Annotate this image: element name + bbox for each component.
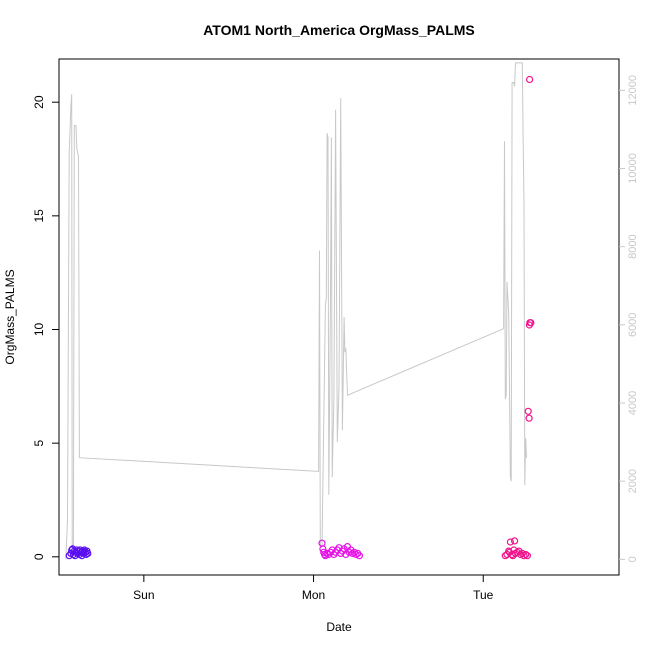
data-point <box>501 552 509 560</box>
data-point <box>527 319 535 327</box>
data-point <box>525 75 534 84</box>
chart-title: ATOM1 North_America OrgMass_PALMS <box>203 22 475 38</box>
right-tick-label: 6000 <box>627 313 639 337</box>
data-point <box>510 537 519 545</box>
data-point <box>355 552 363 560</box>
y-tick-label: 15 <box>32 209 46 223</box>
x-tick-label: Sun <box>133 588 154 602</box>
y-tick-label: 10 <box>32 323 46 337</box>
y-axis: 0 5 10 15 20 <box>32 95 59 560</box>
y-tick-label: 5 <box>32 440 46 447</box>
data-point <box>506 538 514 546</box>
right-tick-label: 10000 <box>627 153 639 184</box>
series-line-3 <box>65 62 527 560</box>
plot-lines <box>65 62 527 560</box>
right-tick-label: 0 <box>627 556 639 562</box>
right-tick-label: 4000 <box>627 391 639 415</box>
y-axis-label: OrgMass_PALMS <box>3 269 17 364</box>
right-tick-label: 2000 <box>627 469 639 493</box>
x-axis-label: Date <box>326 620 352 634</box>
data-point <box>520 552 528 560</box>
plot-frame <box>58 58 620 576</box>
x-tick-label: Mon <box>302 588 325 602</box>
x-axis: Sun Mon Tue <box>133 575 494 602</box>
right-tick-label: 12000 <box>627 75 639 106</box>
data-point <box>525 414 533 422</box>
y-tick-label: 20 <box>32 95 46 109</box>
right-tick-label: 8000 <box>627 234 639 258</box>
plot-points <box>65 75 535 560</box>
data-point <box>84 549 92 558</box>
data-point <box>82 550 90 559</box>
x-tick-label: Tue <box>473 588 494 602</box>
y-tick-label: 0 <box>32 553 46 560</box>
data-point <box>522 550 530 559</box>
right-axis: 0 2000 4000 6000 8000 10000 12000 <box>619 75 639 562</box>
data-point <box>523 552 532 560</box>
data-point <box>524 407 532 415</box>
